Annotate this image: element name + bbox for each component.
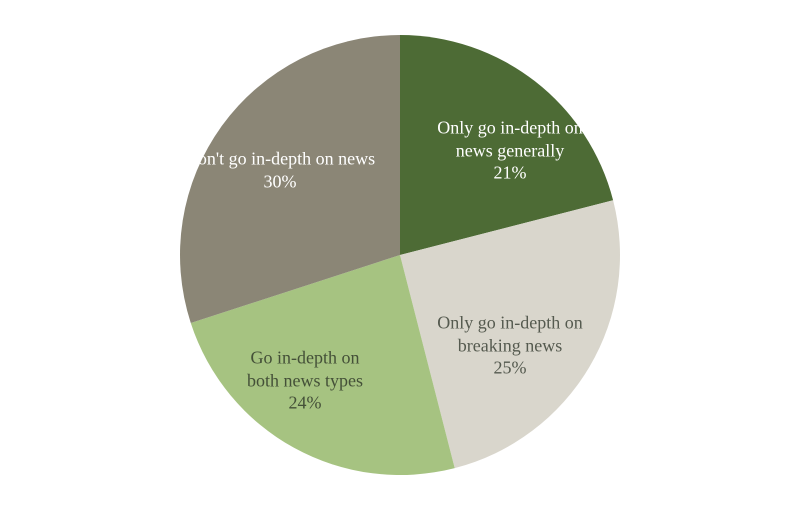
pie-svg: [0, 0, 800, 511]
pie-chart: Only go in-depth onnews generally21%Only…: [0, 0, 800, 511]
